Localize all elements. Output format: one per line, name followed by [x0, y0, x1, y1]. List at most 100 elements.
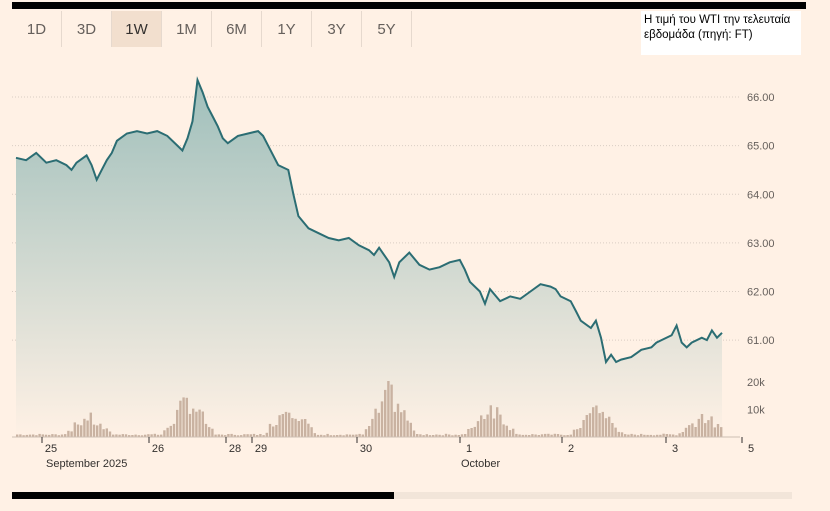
volume-bar: [502, 424, 505, 437]
x-tick-label: 26: [152, 443, 164, 455]
volume-bar: [358, 433, 361, 437]
volume-bar: [387, 381, 390, 437]
x-tick-label: 25: [45, 443, 57, 455]
volume-bar: [297, 421, 300, 437]
volume-bar: [556, 434, 560, 437]
x-tick-label: 30: [360, 443, 372, 455]
tab-3y[interactable]: 3Y: [312, 11, 362, 47]
volume-bar: [668, 434, 672, 437]
volume-bar: [336, 435, 339, 437]
volume-bar: [432, 435, 435, 437]
volume-bar: [473, 426, 476, 437]
volume-bar: [601, 411, 604, 437]
volume-bar: [528, 435, 531, 437]
volume-bar: [288, 412, 291, 437]
volume-bar: [144, 434, 147, 437]
volume-bar: [640, 433, 643, 437]
volume-bar: [140, 435, 144, 437]
volume-bar: [384, 389, 387, 437]
volume-bar: [569, 434, 572, 437]
volume-bar: [252, 433, 256, 437]
volume-bar: [592, 407, 595, 437]
volume-bar: [217, 434, 220, 437]
volume-bar: [416, 434, 419, 437]
volume-bar: [86, 420, 89, 437]
volume-bar: [441, 435, 444, 437]
x-tick-label: 28: [229, 443, 241, 455]
top-progress-bar: [12, 2, 806, 9]
volume-bar: [342, 435, 345, 437]
volume-bar: [617, 431, 620, 437]
volume-bar: [489, 405, 492, 437]
volume-bar: [483, 419, 486, 437]
volume-bar: [371, 418, 374, 437]
volume-bar: [662, 433, 665, 437]
volume-bar: [700, 414, 704, 437]
tab-1w[interactable]: 1W: [112, 11, 162, 47]
volume-bar: [64, 434, 67, 437]
volume-bar: [307, 423, 310, 437]
volume-bar: [176, 409, 179, 437]
volume-bar: [361, 434, 364, 437]
volume-bar: [604, 418, 608, 437]
volume-bar: [438, 434, 441, 437]
volume-bar: [67, 430, 70, 437]
volume-bar: [220, 434, 224, 437]
volume-bar: [166, 427, 169, 437]
volume-bar: [684, 427, 688, 437]
range-scrollbar-track[interactable]: [12, 492, 792, 499]
tab-6m[interactable]: 6M: [212, 11, 262, 47]
volume-bar: [636, 435, 640, 437]
volume-bar: [51, 434, 54, 437]
volume-bar: [48, 434, 51, 437]
volume-bar: [32, 434, 35, 437]
volume-bar: [364, 429, 368, 437]
tab-1d[interactable]: 1D: [12, 11, 62, 47]
volume-bar: [208, 427, 211, 437]
x-axis-ticks: 25 26 28 29 30 1 2 3 5 September 2025 October: [41, 437, 754, 470]
volume-bar: [236, 435, 240, 437]
volume-bar: [201, 411, 204, 437]
y-tick-label: 64.00: [747, 189, 775, 201]
volume-bar: [486, 414, 489, 437]
tab-3d[interactable]: 3D: [62, 11, 112, 47]
volume-bar: [646, 434, 649, 437]
x-tick-label: 1: [466, 443, 472, 455]
tab-1m[interactable]: 1M: [162, 11, 212, 47]
volume-bar: [675, 435, 678, 437]
volume-bar: [464, 434, 467, 437]
range-scrollbar-thumb[interactable]: [12, 492, 394, 499]
volume-bar: [697, 418, 700, 437]
volume-bar: [240, 435, 243, 437]
volume-bar: [681, 432, 684, 437]
volume-bar: [460, 434, 464, 437]
volume-bar: [332, 435, 336, 437]
volume-bar: [105, 428, 108, 437]
volume-bar: [211, 428, 214, 437]
volume-bar: [70, 431, 73, 437]
x-tick-label: 3: [672, 443, 678, 455]
volume-bar: [576, 429, 579, 437]
volume-bar: [633, 434, 636, 437]
volume-bar: [41, 434, 44, 437]
volume-bar: [534, 434, 537, 437]
x-tick-label: 29: [255, 443, 267, 455]
volume-bar: [272, 426, 275, 437]
volume-bar: [60, 434, 64, 437]
volume-bar: [419, 434, 422, 437]
volume-bar: [691, 423, 694, 437]
volume-bar: [198, 409, 201, 437]
volume-bar: [499, 414, 502, 437]
volume-bar: [512, 428, 515, 437]
volume-bar: [368, 426, 371, 437]
volume-bar: [92, 424, 96, 437]
volume-bar: [131, 435, 134, 437]
volume-bar: [444, 433, 448, 437]
volume-bar: [326, 433, 329, 437]
volume-bar: [598, 413, 601, 437]
tab-5y[interactable]: 5Y: [362, 11, 412, 47]
volume-bar: [652, 435, 656, 437]
volume-bar: [720, 427, 723, 437]
volume-bar: [428, 435, 432, 437]
tab-1y[interactable]: 1Y: [262, 11, 312, 47]
